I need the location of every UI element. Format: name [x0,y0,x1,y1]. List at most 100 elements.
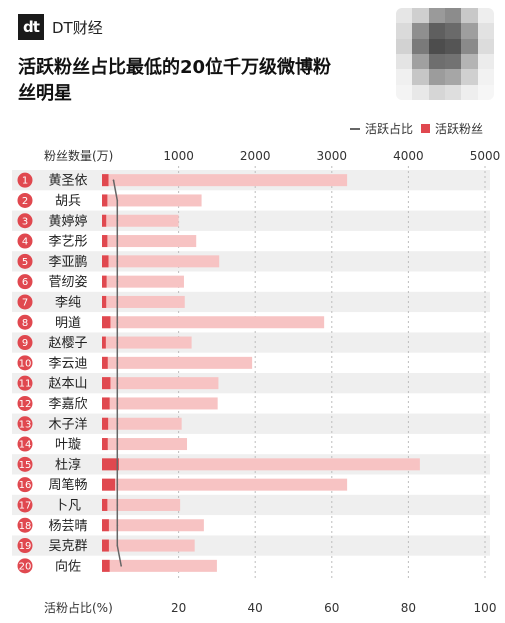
avatar-pixel [445,8,462,24]
avatar-pixel [428,69,445,85]
celebrity-name: 黄婷婷 [48,213,87,229]
rank-badge [17,558,33,574]
avatar-pixel [477,69,494,85]
avatar-pixel [461,53,478,70]
bar-active-followers [102,458,119,471]
avatar-pixel [412,69,429,85]
bar-active-followers [102,316,111,329]
bar-active-followers [102,194,108,207]
avatar-pixel [445,38,462,54]
bar-active-followers [102,356,108,369]
rank-number: 16 [19,480,32,491]
line-point [116,260,119,263]
celebrity-name: 胡兵 [55,194,81,209]
rank-badge [17,172,33,188]
line-point [116,301,119,303]
bar-total-followers [102,316,325,329]
rank-number: 11 [19,379,32,390]
rank-badge [17,375,33,391]
rank-badge [17,192,33,208]
top-tick-label: 1000 [163,149,194,163]
rank-badge [17,314,33,330]
bar-total-followers [102,214,179,227]
bar-total-followers [102,336,192,349]
bar-total-followers [102,438,188,451]
bar-total-followers [102,417,182,430]
rank-number: 3 [22,216,28,227]
bar-total-followers [102,194,202,207]
bar-active-followers [102,478,116,491]
legend-item-bar: 活跃粉丝 [420,120,483,137]
bar-active-followers [102,295,107,308]
bottom-axis-label: 活粉占比(%) [44,600,113,615]
rank-badge [17,395,33,411]
avatar-pixel [477,53,494,70]
blurred-avatar-image [396,8,494,100]
celebrity-name: 木子洋 [48,417,87,432]
avatar-pixel [412,38,429,54]
rank-number: 7 [22,297,28,308]
celebrity-name: 李亚鹏 [48,255,87,270]
line-point [116,341,119,344]
rank-badge [17,335,33,351]
celebrity-name: 黄圣依 [48,174,87,189]
avatar-pixel [445,53,462,70]
rank-number: 14 [19,440,32,451]
rank-badge [17,436,33,452]
bar-active-followers [102,336,106,349]
celebrity-name: 菅纫姿 [48,274,87,290]
rank-number: 9 [22,338,28,349]
avatar-pixel [477,23,494,39]
bottom-tick-label: 20 [171,601,186,615]
rank-badge [17,456,33,472]
bottom-tick-label: 40 [248,601,263,615]
celebrity-name: 赵本山 [48,377,87,392]
line-point [116,524,119,527]
avatar-pixel [412,53,429,70]
line-point [116,463,119,466]
rank-badge [17,294,33,310]
bar-active-followers [102,539,109,552]
celebrity-name: 杨芸晴 [48,518,87,534]
rank-number: 6 [22,277,28,288]
top-tick-label: 3000 [317,149,348,163]
bar-active-followers [102,235,108,248]
rank-number: 2 [22,196,28,207]
bar-total-followers [102,559,217,572]
celebrity-name: 李纯 [55,295,81,310]
avatar-pixel [461,38,478,54]
line-point [116,402,119,405]
series-line-active-ratio [112,180,122,567]
bar-active-followers [102,275,107,288]
chart-title: 活跃粉丝占比最低的20位千万级微博粉丝明星 [18,57,332,104]
avatar-pixel [428,53,445,70]
bar-total-followers [102,295,185,308]
avatar-pixel [396,23,413,39]
brand-logo: dt [18,14,44,40]
line-point [116,240,119,242]
rank-number: 5 [22,257,28,268]
brand: dt DT财经 [18,14,103,40]
legend-line-label: 活跃占比 [364,122,413,136]
rank-number: 17 [19,500,32,511]
celebrity-name: 赵樱子 [48,335,87,351]
rank-badge [17,517,33,533]
line-point [116,382,119,384]
avatar-pixel [412,8,429,24]
bar-active-followers [102,214,107,227]
celebrity-name: 吴克群 [48,539,87,554]
legend-bar-swatch [420,124,430,133]
bar-total-followers [102,539,195,552]
brand-name: DT财经 [52,18,103,37]
avatar-pixel [428,84,445,100]
line-point [116,544,119,547]
bar-active-followers [102,377,111,390]
avatar-pixel [412,23,429,39]
bar-active-followers [102,519,109,532]
rank-badge [17,477,33,493]
line-point [116,422,119,425]
top-axis-label: 粉丝数量(万) [44,148,113,163]
avatar-pixel [428,8,445,24]
bar-active-followers [102,438,108,451]
